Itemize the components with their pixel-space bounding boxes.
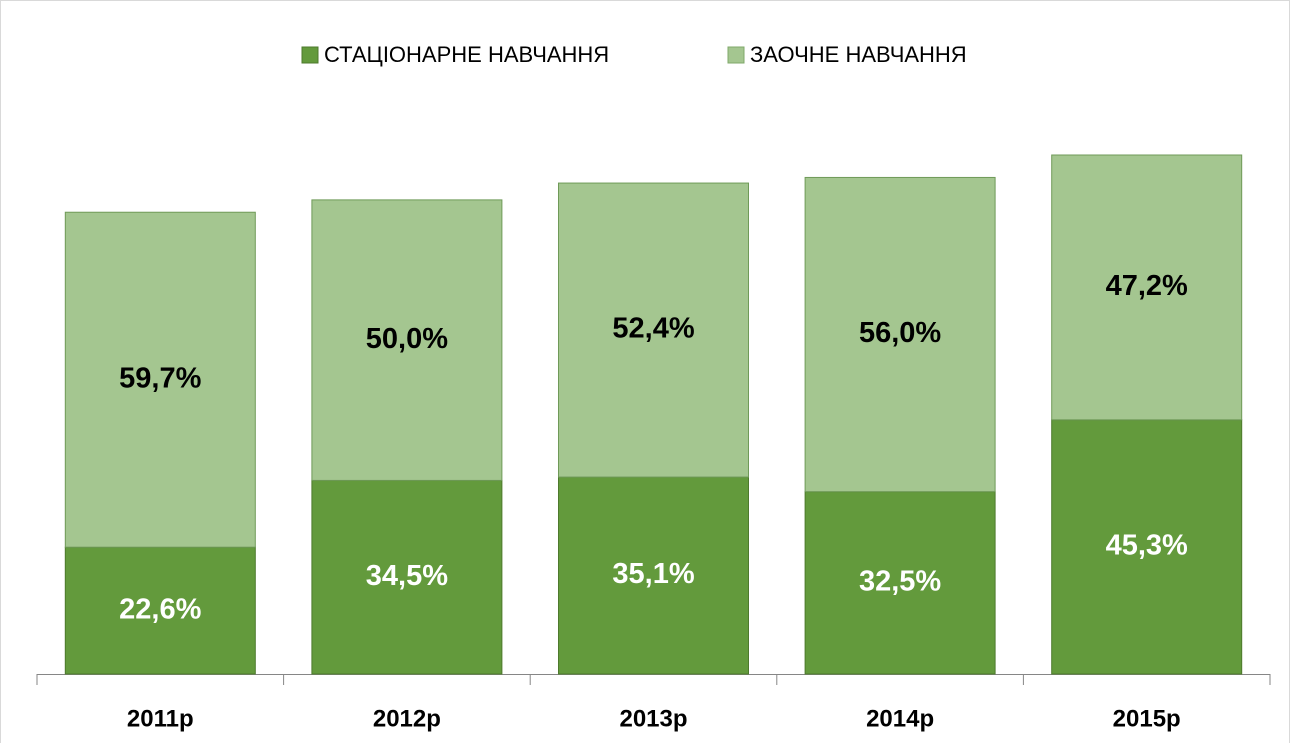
- data-label: 22,6%: [119, 593, 201, 625]
- bar-segment: [64, 546, 256, 675]
- legend-label: СТАЦІОНАРНЕ НАВЧАННЯ: [324, 42, 609, 67]
- data-label: 56,0%: [859, 317, 941, 349]
- data-label: 52,4%: [612, 313, 694, 345]
- bar-segment: [558, 476, 749, 675]
- legend-swatch: [301, 46, 319, 64]
- data-label: 34,5%: [366, 560, 448, 592]
- data-label: 50,0%: [366, 323, 448, 355]
- bar-segment: [311, 479, 503, 675]
- bar-segment: [1051, 154, 1243, 421]
- legend-swatch: [727, 46, 745, 64]
- legend-label: ЗАОЧНЕ НАВЧАННЯ: [750, 42, 967, 67]
- bar-segment: [311, 199, 503, 481]
- data-label: 45,3%: [1106, 530, 1188, 562]
- bar-segment: [1051, 419, 1243, 675]
- bar-segment: [64, 211, 256, 548]
- data-label: 59,7%: [119, 362, 201, 394]
- bar-segment: [804, 176, 996, 493]
- data-label: 47,2%: [1106, 270, 1188, 302]
- x-tick-label: 2015р: [1113, 705, 1181, 732]
- bar-segment: [558, 182, 749, 478]
- x-tick-label: 2014р: [866, 705, 934, 732]
- data-label: 35,1%: [612, 558, 694, 590]
- x-tick-label: 2012р: [373, 705, 441, 732]
- x-tick-label: 2011р: [127, 705, 194, 732]
- data-label: 32,5%: [859, 565, 941, 597]
- x-tick-label: 2013р: [619, 705, 687, 732]
- bar-segment: [804, 491, 996, 675]
